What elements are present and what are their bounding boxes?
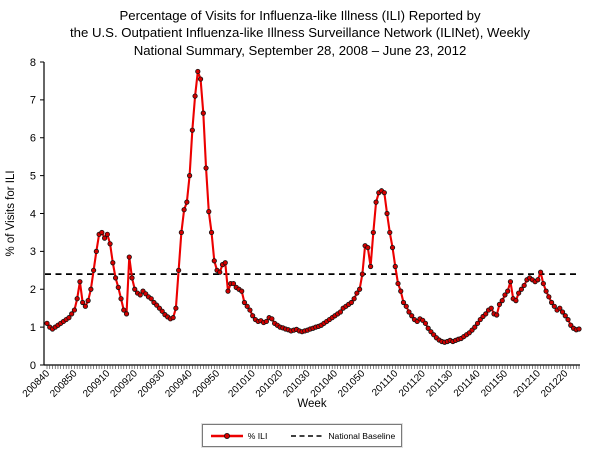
svg-text:0: 0 bbox=[30, 360, 36, 372]
svg-text:201010: 201010 bbox=[226, 368, 258, 400]
svg-text:201020: 201020 bbox=[254, 368, 286, 400]
svg-text:201050: 201050 bbox=[336, 368, 368, 400]
svg-text:Week: Week bbox=[297, 398, 326, 410]
chart-title: Percentage of Visits for Influenza-like … bbox=[0, 7, 600, 59]
svg-text:201110: 201110 bbox=[370, 368, 401, 399]
svg-text:3: 3 bbox=[30, 246, 36, 258]
legend-item-baseline: National Baseline bbox=[289, 431, 395, 441]
svg-text:200950: 200950 bbox=[191, 368, 223, 400]
svg-text:5: 5 bbox=[30, 170, 36, 182]
svg-text:201150: 201150 bbox=[479, 368, 510, 399]
legend-item-ili: % ILI bbox=[209, 430, 268, 441]
chart-title-line3: National Summary, September 28, 2008 – J… bbox=[133, 42, 467, 58]
svg-text:201040: 201040 bbox=[309, 368, 341, 400]
svg-text:201220: 201220 bbox=[539, 368, 571, 400]
chart-legend: % ILI National Baseline bbox=[202, 424, 402, 447]
svg-text:200840: 200840 bbox=[21, 368, 53, 400]
svg-text:201030: 201030 bbox=[281, 368, 313, 400]
svg-text:200940: 200940 bbox=[163, 368, 195, 400]
svg-text:200930: 200930 bbox=[136, 368, 168, 400]
legend-label-ili: % ILI bbox=[247, 430, 268, 441]
ili-series-line-icon bbox=[210, 432, 243, 439]
svg-text:4: 4 bbox=[30, 208, 36, 220]
svg-text:6: 6 bbox=[30, 133, 36, 145]
svg-text:1: 1 bbox=[30, 322, 36, 334]
svg-text:2: 2 bbox=[30, 284, 36, 296]
svg-text:8: 8 bbox=[30, 57, 36, 69]
baseline-dashed-line-icon bbox=[291, 434, 324, 437]
svg-text:201120: 201120 bbox=[397, 368, 428, 399]
svg-text:7: 7 bbox=[30, 95, 36, 107]
chart-title-line1: Percentage of Visits for Influenza-like … bbox=[119, 8, 481, 23]
svg-text:201210: 201210 bbox=[512, 368, 544, 400]
svg-text:200850: 200850 bbox=[48, 368, 80, 400]
chart-title-line2: the U.S. Outpatient Influenza-like Illne… bbox=[69, 25, 531, 41]
svg-text:200910: 200910 bbox=[81, 368, 113, 400]
svg-text:200920: 200920 bbox=[108, 368, 140, 400]
svg-text:201140: 201140 bbox=[452, 368, 483, 399]
legend-label-baseline: National Baseline bbox=[328, 430, 396, 441]
svg-text:% of Visits for ILI: % of Visits for ILI bbox=[5, 170, 17, 256]
svg-text:201130: 201130 bbox=[424, 368, 455, 399]
